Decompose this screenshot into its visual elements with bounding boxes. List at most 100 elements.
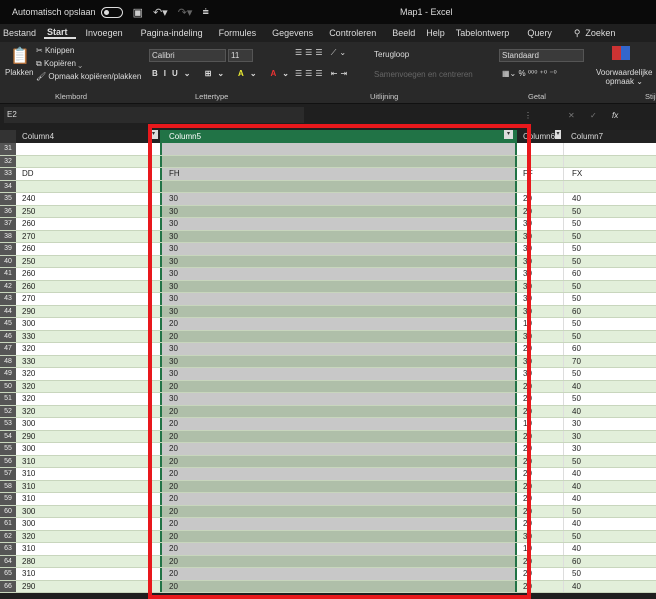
cell-column6[interactable]: 20 [523,406,532,416]
cell-column7[interactable]: 40 [563,480,656,492]
tab-pagina-indeling[interactable]: Pagina-indeling [140,28,203,38]
cell-column6[interactable]: 30 [523,306,532,316]
cell-column7[interactable]: 40 [563,543,656,555]
cell-column6[interactable]: 30 [523,294,532,303]
cell-column5[interactable]: 20 [160,318,517,330]
cell-column6[interactable]: 30 [523,219,532,228]
cell-column7[interactable]: 40 [563,493,656,505]
select-all-corner[interactable] [0,130,16,143]
cell-column4[interactable]: 330 [22,356,36,366]
cell-column5[interactable]: 20 [160,543,517,555]
cell-column6[interactable]: 20 [523,456,532,466]
row-number[interactable]: 58 [0,480,16,492]
cell-column6[interactable]: 20 [523,344,532,353]
cell-column6[interactable]: 10 [523,419,532,428]
cell-column5[interactable]: 20 [160,568,517,580]
cell-column5[interactable]: 30 [160,393,517,405]
cell-column4[interactable]: 260 [22,219,36,228]
row-number[interactable]: 35 [0,193,16,205]
row-number[interactable]: 50 [0,380,16,392]
header-column5[interactable]: Column5 ▾ [160,130,517,143]
tab-query[interactable]: Query [527,28,552,38]
cell-column4[interactable] [16,156,160,168]
cell-column7[interactable]: FX [563,168,656,180]
row-number[interactable]: 52 [0,405,16,417]
row-number[interactable]: 34 [0,180,16,192]
filter-dropdown-icon[interactable]: ▾ [555,130,561,139]
row-number[interactable]: 60 [0,505,16,517]
row-number[interactable]: 40 [0,255,16,267]
cell-column5[interactable]: 20 [160,405,517,417]
format-painter-button[interactable]: 🖌 Opmaak kopiëren/plakken [36,72,142,81]
cell-column4[interactable]: 270 [22,231,36,241]
row-number[interactable]: 65 [0,568,16,580]
cell-column6[interactable]: 20 [523,431,532,441]
cell-column6[interactable]: 20 [523,556,532,566]
row-number[interactable]: 31 [0,143,16,155]
row-number[interactable]: 59 [0,493,16,505]
cell-column6[interactable]: 20 [523,194,532,203]
cell-column7[interactable]: 50 [563,205,656,217]
cell-column6[interactable]: 30 [523,231,532,241]
tab-gegevens[interactable]: Gegevens [272,28,314,38]
tab-formules[interactable]: Formules [218,28,257,38]
tab-invoegen[interactable]: Invoegen [85,28,123,38]
row-number[interactable]: 37 [0,218,16,230]
cell-column4[interactable]: 320 [22,406,36,416]
row-number[interactable]: 56 [0,455,16,467]
insert-function-icon[interactable]: fx [612,110,619,120]
cell-column5[interactable]: 20 [160,380,517,392]
cell-column7[interactable]: 50 [563,293,656,305]
cell-column5[interactable]: 30 [160,343,517,355]
row-number[interactable]: 39 [0,243,16,255]
cell-column5[interactable]: 30 [160,293,517,305]
row-number[interactable]: 32 [0,155,16,167]
cell-column6[interactable]: 30 [523,244,532,253]
number-format-select[interactable]: Standaard [499,49,584,62]
cell-column7[interactable]: 50 [563,230,656,242]
cell-column5[interactable] [160,155,517,167]
cell-column4[interactable]: 300 [22,419,36,428]
filter-dropdown-icon[interactable]: ▾ [504,130,513,139]
cell-column7[interactable] [563,180,656,192]
row-number[interactable]: 63 [0,543,16,555]
cell-column6[interactable]: 20 [523,206,532,216]
conditional-format-button[interactable]: Voorwaardelijke opmaak ⌄ [596,68,653,86]
row-number[interactable]: 62 [0,530,16,542]
cell-column5[interactable]: 30 [160,218,517,230]
search-icon[interactable]: ⚲ [573,27,581,38]
cell-column6[interactable]: 30 [523,269,532,278]
cell-column7[interactable]: 40 [563,405,656,417]
cell-column7[interactable]: 60 [563,343,656,355]
cell-column4[interactable]: 320 [22,531,36,541]
font-name-select[interactable]: Calibri [149,49,226,62]
row-number[interactable]: 66 [0,580,16,592]
cell-column4[interactable]: 320 [22,344,36,353]
cell-column4[interactable]: 290 [22,306,36,316]
number-buttons[interactable]: ▦⌄ % ⁰⁰⁰ ⁺⁰ ⁻⁰ [502,69,557,78]
cell-column7[interactable]: 30 [563,418,656,430]
cell-column5[interactable]: 20 [160,555,517,567]
cell-column5[interactable]: 20 [160,518,517,530]
cell-column6[interactable]: 20 [523,481,532,491]
wrap-text-button[interactable]: Terugloop [374,50,410,59]
cell-column5[interactable]: 30 [160,355,517,367]
cell-column7[interactable]: 50 [563,243,656,255]
cell-column4[interactable]: 260 [22,244,36,253]
cell-column5[interactable]: 20 [160,418,517,430]
cell-column6[interactable]: FF [523,169,533,178]
cell-column5[interactable]: 20 [160,493,517,505]
cell-column5[interactable] [160,143,517,155]
cell-column4[interactable] [16,143,160,155]
row-number[interactable]: 36 [0,205,16,217]
cell-column6[interactable]: 30 [523,369,532,378]
tab-zoeken[interactable]: Zoeken [585,28,616,38]
cell-column7[interactable]: 50 [563,568,656,580]
cell-column6[interactable] [517,143,563,155]
filter-dropdown-icon[interactable]: ▾ [149,130,158,139]
cell-column5[interactable]: 20 [160,505,517,517]
cell-column7[interactable]: 60 [563,268,656,280]
cell-column5[interactable]: 30 [160,280,517,292]
cell-column7[interactable]: 50 [563,255,656,267]
cell-column6[interactable]: 30 [523,356,532,366]
